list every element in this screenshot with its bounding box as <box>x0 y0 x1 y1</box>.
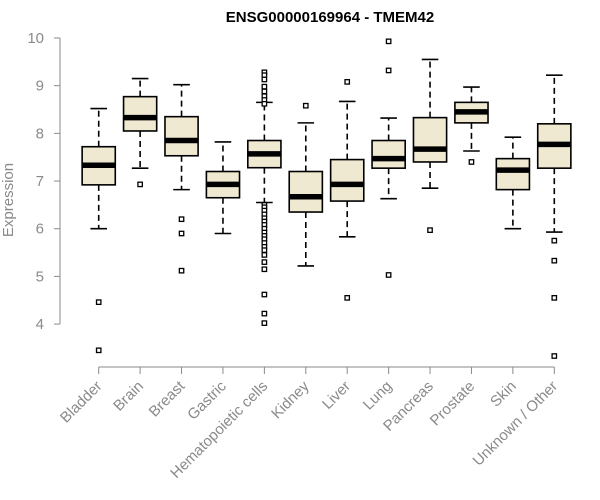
box-group <box>412 58 448 234</box>
x-tick-label: Prostate <box>427 378 479 430</box>
outlier-point <box>137 181 143 188</box>
box-group <box>205 141 241 235</box>
y-axis-label: Expression <box>0 163 17 237</box>
outlier-point <box>427 227 433 234</box>
outlier-point <box>385 38 392 45</box>
box <box>329 158 365 202</box>
outlier-point <box>551 295 558 301</box>
outlier-point <box>178 230 185 237</box>
box-group <box>288 102 324 267</box>
box <box>122 95 158 132</box>
outlier-point <box>261 252 268 258</box>
y-tick-label: 9 <box>36 78 44 95</box>
y-tick-label: 8 <box>36 125 44 142</box>
outlier-point <box>261 247 268 254</box>
outlier-point <box>261 76 268 83</box>
box-group <box>454 86 489 165</box>
box-series <box>81 38 572 359</box>
box <box>288 170 324 213</box>
box-group <box>495 136 531 230</box>
box-group <box>371 38 406 278</box>
x-tick-label: Kidney <box>268 377 313 422</box>
outlier-point <box>261 88 268 95</box>
outlier-point <box>261 320 268 326</box>
y-tick-label: 6 <box>36 221 44 238</box>
outlier-point <box>344 79 351 85</box>
x-tick-label: Breast <box>146 377 189 420</box>
y-tick-label: 7 <box>36 173 44 190</box>
box <box>371 139 406 169</box>
chart-title: ENSG00000169964 - TMEM42 <box>226 9 434 26</box>
box-group <box>164 83 199 274</box>
x-tick-label: Bladder <box>57 378 106 427</box>
x-tick-label: Skin <box>487 378 520 411</box>
x-tick-label: Brain <box>110 378 147 415</box>
outlier-point <box>551 353 558 359</box>
outlier-point <box>261 83 268 90</box>
outlier-point <box>468 159 475 165</box>
outlier-point <box>344 295 351 301</box>
box <box>412 116 448 163</box>
x-tick-label: Lung <box>360 378 396 414</box>
outlier-point <box>261 310 268 317</box>
outlier-point <box>95 299 102 306</box>
outlier-point <box>385 272 392 278</box>
y-tick-label: 5 <box>36 268 44 285</box>
outlier-point <box>261 266 268 273</box>
outlier-point <box>261 259 268 265</box>
box-group <box>247 69 282 326</box>
outlier-point <box>95 347 102 354</box>
y-tick-label: 10 <box>27 30 44 47</box>
box-group <box>122 77 158 188</box>
box-group <box>81 107 117 354</box>
outlier-point <box>178 216 185 223</box>
outlier-point <box>261 100 268 107</box>
box-group <box>536 74 572 359</box>
outlier-point <box>551 257 558 264</box>
box-group <box>329 79 365 301</box>
outlier-point <box>261 291 268 298</box>
outlier-point <box>385 67 392 74</box>
x-tick-label: Liver <box>319 378 354 413</box>
outlier-point <box>178 267 185 274</box>
box <box>164 115 199 157</box>
outlier-point <box>551 237 558 244</box>
y-tick-label: 4 <box>36 316 44 333</box>
box <box>495 157 531 191</box>
y-axis: 4 5 6 7 8 9 10 <box>27 30 61 333</box>
outlier-point <box>302 102 309 109</box>
